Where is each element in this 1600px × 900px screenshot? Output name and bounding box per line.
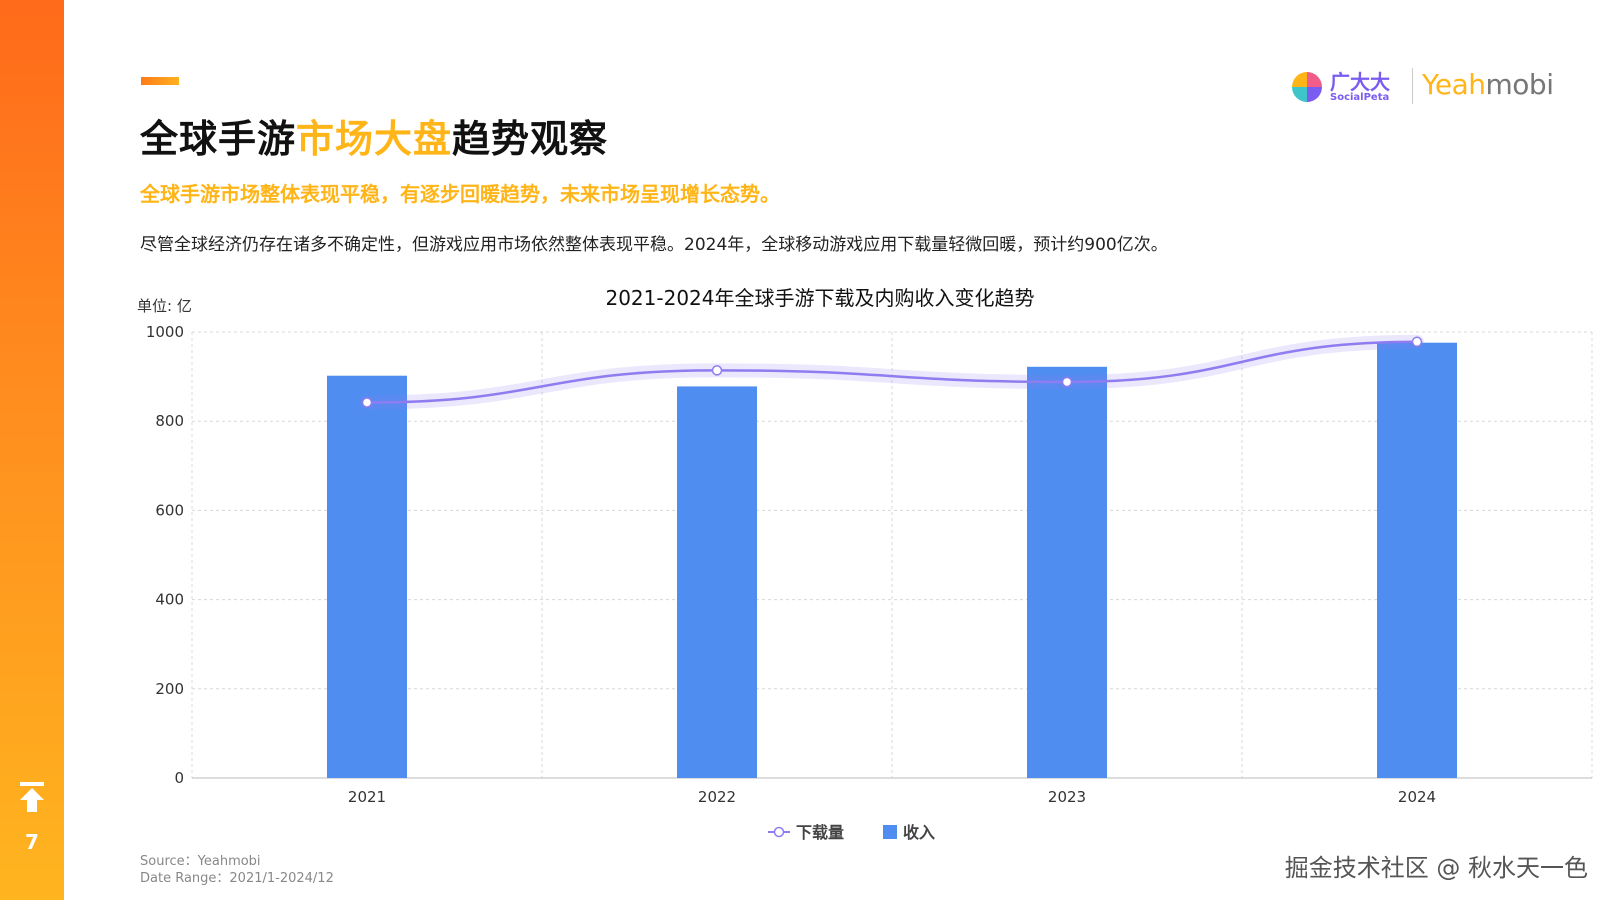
line-point[interactable] (361, 397, 373, 408)
brand-en-logo-text: SocialPeta (1330, 92, 1390, 103)
bar[interactable] (1027, 366, 1107, 778)
credit-watermark: 掘金技术社区 @ 秋水天一色 (1284, 854, 1588, 882)
axes: 0 200 400 600 800 1000 2021 2022 2023 2024 (146, 323, 1592, 806)
page-title: 全球手游市场大盘趋势观察 (140, 108, 608, 163)
legend: 下载量 收入 (768, 823, 935, 842)
chart-title: 2021-2024年全球手游下载及内购收入变化趋势 (605, 286, 1034, 310)
arrow-up-to-top-icon[interactable] (18, 782, 46, 814)
brand-cn-logo-text: 广大大 (1330, 70, 1390, 94)
side-bar: 7 (0, 0, 64, 900)
line-point[interactable] (711, 365, 723, 376)
bar[interactable] (327, 375, 407, 778)
page-subtitle: 全球手游市场整体表现平稳，有逐步回暖趋势，未来市场呈现增长态势。 (140, 182, 780, 206)
date-range-text: Date Range：2021/1-2024/12 (140, 871, 334, 886)
title-part-2: 趋势观察 (452, 117, 609, 161)
bar[interactable] (677, 386, 757, 778)
bar[interactable] (1377, 342, 1457, 778)
x-tick-label: 2021 (348, 788, 386, 806)
unit-label: 单位: 亿 (137, 297, 192, 315)
y-tick-label: 800 (155, 412, 184, 430)
grid (191, 331, 1593, 778)
y-tick-label: 1000 (146, 323, 184, 341)
title-accent-line (141, 77, 179, 85)
legend-bar-swatch (883, 825, 897, 839)
title-highlight: 市场大盘 (296, 117, 453, 161)
source-note: Source：Yeahmobi Date Range：2021/1-2024/1… (140, 853, 334, 887)
yeahmobi-logo: Yeahmobi (1422, 68, 1554, 101)
title-part-1: 全球手游 (140, 117, 297, 161)
legend-label-revenue: 收入 (903, 823, 935, 842)
bars (327, 342, 1457, 778)
brand-logos: 广大大 SocialPeta Yeahmobi (1290, 66, 1554, 110)
y-tick-label: 200 (155, 680, 184, 698)
line-point[interactable] (1061, 376, 1073, 388)
y-tick-label: 0 (174, 769, 184, 787)
x-tick-label: 2024 (1398, 788, 1436, 806)
source-text: Source：Yeahmobi (140, 854, 261, 869)
logo-divider (1412, 68, 1413, 104)
yeahmobi-logo-part-2: mobi (1485, 68, 1554, 101)
x-tick-label: 2022 (698, 788, 736, 806)
line-series (360, 334, 1424, 410)
socialpeta-logo-icon (1292, 72, 1322, 102)
page-description: 尽管全球经济仍存在诸多不确定性，但游戏应用市场依然整体表现平稳。2024年，全球… (140, 235, 1168, 255)
y-tick-label: 600 (155, 501, 184, 519)
line-point[interactable] (1411, 336, 1423, 348)
legend-label-downloads: 下载量 (796, 823, 844, 842)
yeahmobi-logo-part-1: Yeah (1422, 68, 1486, 101)
x-tick-label: 2023 (1048, 788, 1086, 806)
line-series-path (366, 340, 1418, 404)
y-tick-label: 400 (155, 591, 184, 609)
page-number: 7 (25, 830, 39, 854)
legend-line-marker (773, 826, 785, 838)
